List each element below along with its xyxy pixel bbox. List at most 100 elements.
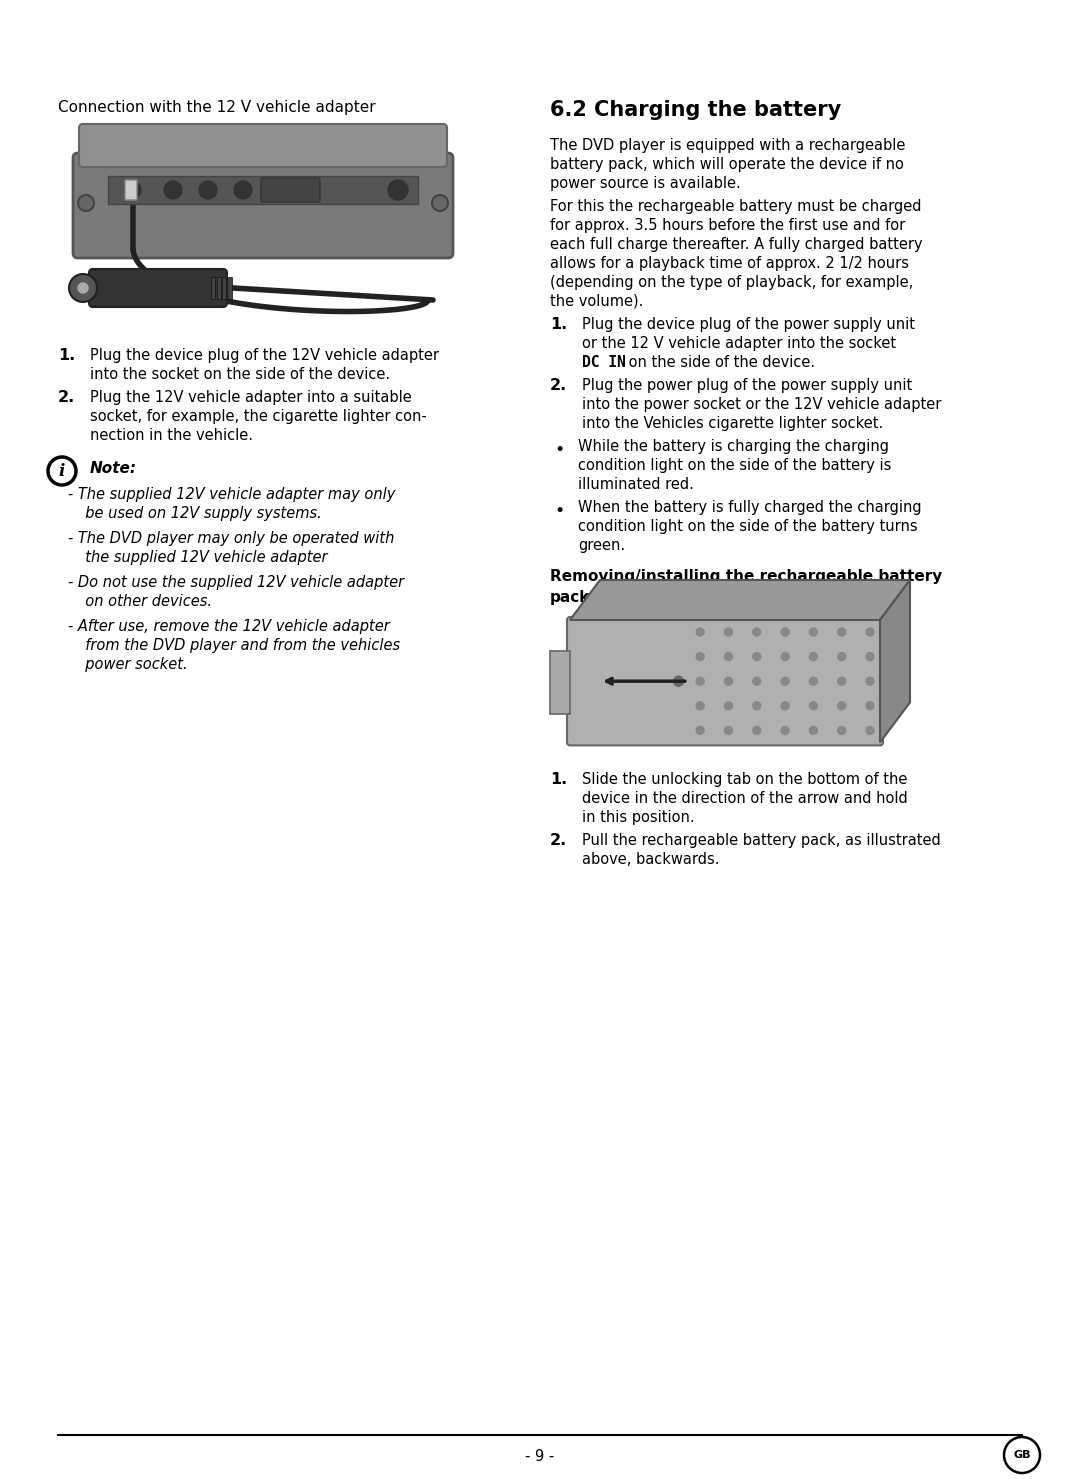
Text: •: •: [554, 441, 564, 458]
Circle shape: [809, 677, 818, 685]
Circle shape: [809, 652, 818, 661]
Text: 2.: 2.: [58, 390, 76, 405]
Text: socket, for example, the cigarette lighter con-: socket, for example, the cigarette light…: [90, 410, 427, 424]
Circle shape: [809, 703, 818, 710]
Circle shape: [838, 726, 846, 735]
Circle shape: [697, 652, 704, 661]
FancyBboxPatch shape: [89, 269, 227, 308]
FancyBboxPatch shape: [567, 617, 883, 745]
Text: nection in the vehicle.: nection in the vehicle.: [90, 427, 253, 444]
Circle shape: [838, 629, 846, 636]
Text: illuminated red.: illuminated red.: [578, 478, 693, 493]
Text: Slide the unlocking tab on the bottom of the: Slide the unlocking tab on the bottom of…: [582, 772, 907, 787]
Text: While the battery is charging the charging: While the battery is charging the chargi…: [578, 439, 889, 454]
Text: from the DVD player and from the vehicles: from the DVD player and from the vehicle…: [76, 637, 400, 654]
Text: Connection with the 12 V vehicle adapter: Connection with the 12 V vehicle adapter: [58, 101, 376, 115]
Text: on the side of the device.: on the side of the device.: [624, 355, 815, 370]
Text: in this position.: in this position.: [582, 810, 694, 825]
Circle shape: [725, 726, 732, 735]
Text: - The DVD player may only be operated with: - The DVD player may only be operated wi…: [68, 531, 394, 546]
Text: - The supplied 12V vehicle adapter may only: - The supplied 12V vehicle adapter may o…: [68, 487, 395, 501]
FancyBboxPatch shape: [108, 176, 418, 204]
Text: The DVD player is equipped with a rechargeable: The DVD player is equipped with a rechar…: [550, 138, 905, 152]
Text: above, backwards.: above, backwards.: [582, 852, 719, 867]
Text: or the 12 V vehicle adapter into the socket: or the 12 V vehicle adapter into the soc…: [582, 336, 896, 351]
Text: DC IN: DC IN: [582, 355, 625, 370]
Text: the supplied 12V vehicle adapter: the supplied 12V vehicle adapter: [76, 550, 327, 565]
Text: the volume).: the volume).: [550, 294, 644, 309]
Circle shape: [725, 629, 732, 636]
Text: green.: green.: [578, 538, 625, 553]
Circle shape: [753, 652, 760, 661]
FancyBboxPatch shape: [79, 124, 447, 167]
Text: i: i: [58, 463, 65, 479]
Text: For this the rechargeable battery must be charged: For this the rechargeable battery must b…: [550, 200, 921, 214]
Circle shape: [725, 703, 732, 710]
Circle shape: [866, 629, 874, 636]
FancyBboxPatch shape: [228, 277, 232, 299]
Text: Plug the device plug of the power supply unit: Plug the device plug of the power supply…: [582, 317, 915, 331]
Circle shape: [838, 703, 846, 710]
Circle shape: [838, 677, 846, 685]
Text: allows for a playback time of approx. 2 1/2 hours: allows for a playback time of approx. 2 …: [550, 256, 909, 271]
Text: Plug the 12V vehicle adapter into a suitable: Plug the 12V vehicle adapter into a suit…: [90, 390, 411, 405]
Circle shape: [78, 282, 87, 293]
Text: Removing/installing the rechargeable battery: Removing/installing the rechargeable bat…: [550, 569, 942, 584]
Circle shape: [164, 180, 183, 200]
Circle shape: [1004, 1438, 1040, 1473]
Text: power socket.: power socket.: [76, 657, 188, 671]
Circle shape: [697, 629, 704, 636]
Text: power source is available.: power source is available.: [550, 176, 741, 191]
FancyBboxPatch shape: [125, 180, 137, 200]
Text: Plug the device plug of the 12V vehicle adapter: Plug the device plug of the 12V vehicle …: [90, 348, 438, 362]
FancyBboxPatch shape: [217, 277, 220, 299]
Text: (depending on the type of playback, for example,: (depending on the type of playback, for …: [550, 275, 914, 290]
Text: - Do not use the supplied 12V vehicle adapter: - Do not use the supplied 12V vehicle ad…: [68, 575, 404, 590]
Text: Plug the power plug of the power supply unit: Plug the power plug of the power supply …: [582, 379, 913, 393]
Polygon shape: [570, 580, 910, 620]
Text: •: •: [554, 501, 564, 521]
Circle shape: [388, 180, 408, 200]
Circle shape: [725, 677, 732, 685]
Circle shape: [199, 180, 217, 200]
Circle shape: [69, 274, 97, 302]
Circle shape: [697, 703, 704, 710]
Circle shape: [866, 677, 874, 685]
Text: condition light on the side of the battery turns: condition light on the side of the batte…: [578, 519, 918, 534]
FancyBboxPatch shape: [211, 277, 215, 299]
Circle shape: [866, 652, 874, 661]
Circle shape: [78, 195, 94, 211]
FancyBboxPatch shape: [222, 277, 227, 299]
FancyBboxPatch shape: [261, 177, 320, 203]
Circle shape: [809, 629, 818, 636]
Circle shape: [48, 457, 76, 485]
Circle shape: [432, 195, 448, 211]
Text: into the Vehicles cigarette lighter socket.: into the Vehicles cigarette lighter sock…: [582, 416, 883, 430]
Circle shape: [781, 677, 789, 685]
Text: condition light on the side of the battery is: condition light on the side of the batte…: [578, 458, 891, 473]
Circle shape: [781, 629, 789, 636]
Circle shape: [234, 180, 252, 200]
Text: 2.: 2.: [550, 379, 567, 393]
Circle shape: [866, 703, 874, 710]
Circle shape: [753, 726, 760, 735]
Text: on other devices.: on other devices.: [76, 595, 212, 609]
Text: each full charge thereafter. A fully charged battery: each full charge thereafter. A fully cha…: [550, 237, 922, 251]
Circle shape: [781, 726, 789, 735]
Text: 6.2 Charging the battery: 6.2 Charging the battery: [550, 101, 841, 120]
Circle shape: [838, 652, 846, 661]
Text: 1.: 1.: [58, 348, 76, 362]
Text: Note:: Note:: [90, 461, 137, 476]
Polygon shape: [550, 651, 570, 713]
Text: GB: GB: [1013, 1449, 1030, 1460]
Circle shape: [866, 726, 874, 735]
FancyBboxPatch shape: [73, 152, 453, 257]
Text: into the power socket or the 12V vehicle adapter: into the power socket or the 12V vehicle…: [582, 396, 942, 413]
Circle shape: [725, 652, 732, 661]
Circle shape: [753, 629, 760, 636]
Text: 1.: 1.: [550, 317, 567, 331]
Text: device in the direction of the arrow and hold: device in the direction of the arrow and…: [582, 791, 908, 806]
Text: battery pack, which will operate the device if no: battery pack, which will operate the dev…: [550, 157, 904, 172]
Circle shape: [125, 182, 141, 198]
Text: into the socket on the side of the device.: into the socket on the side of the devic…: [90, 367, 390, 382]
